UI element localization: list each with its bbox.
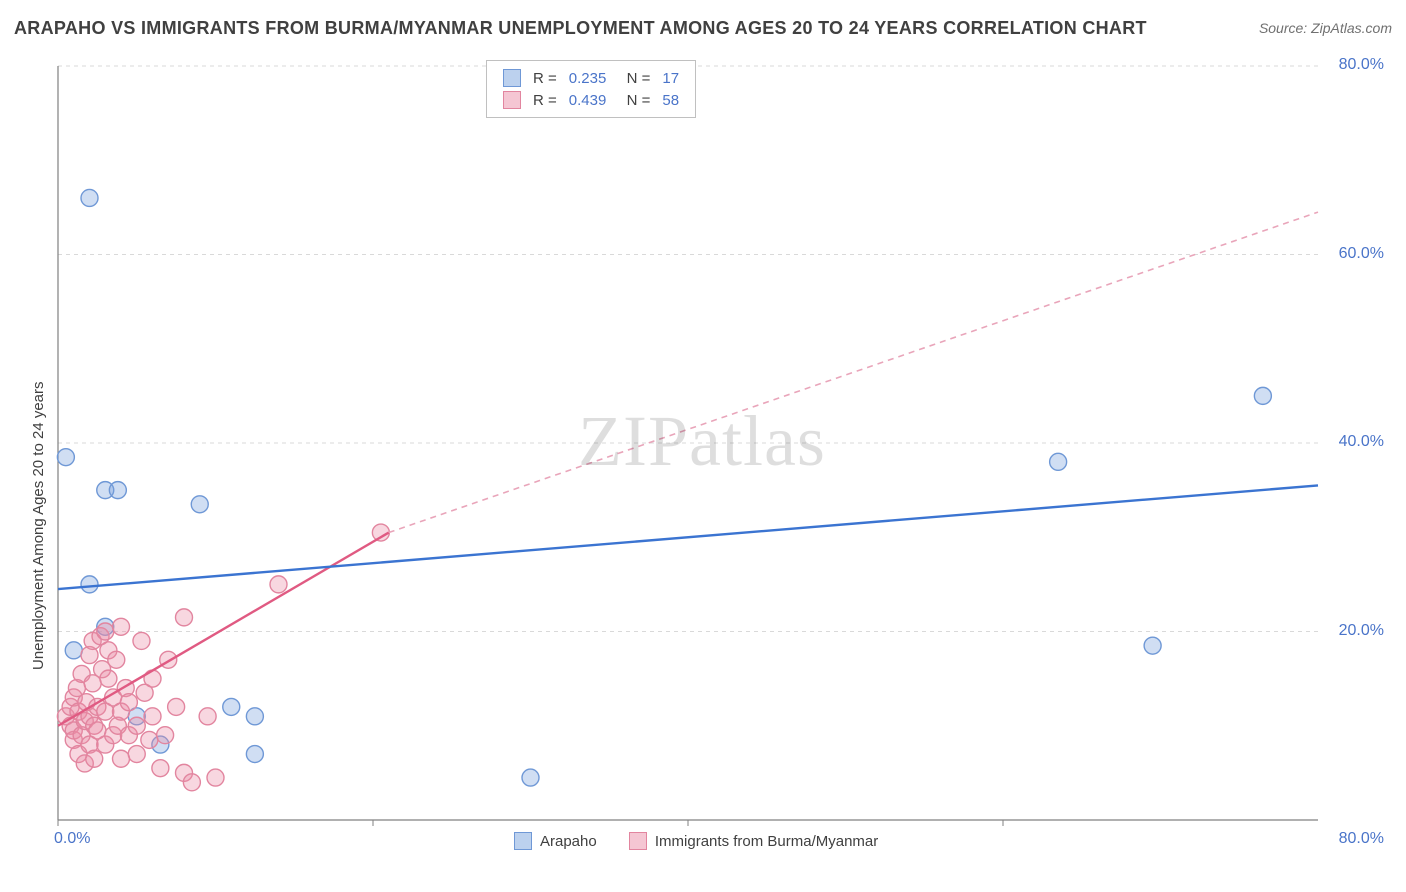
legend-stats-row: R = 0.439 N = 58	[497, 89, 685, 111]
legend-r-label: R =	[527, 89, 563, 111]
scatter-plot-svg	[48, 60, 1390, 860]
legend-n-value: 17	[656, 67, 685, 89]
legend-swatch-arapaho	[503, 69, 521, 87]
y-axis-label: Unemployment Among Ages 20 to 24 years	[30, 381, 47, 670]
y-tick-label: 60.0%	[1339, 245, 1384, 263]
chart-container: ARAPAHO VS IMMIGRANTS FROM BURMA/MYANMAR…	[0, 0, 1406, 892]
legend-stats: R = 0.235 N = 17 R = 0.439 N = 58	[486, 60, 696, 118]
y-tick-label: 20.0%	[1339, 622, 1384, 640]
legend-item-burma: Immigrants from Burma/Myanmar	[629, 832, 878, 850]
legend-swatch-burma	[629, 832, 647, 850]
x-tick-label: 0.0%	[54, 830, 90, 848]
legend-stats-row: R = 0.235 N = 17	[497, 67, 685, 89]
legend-swatch-arapaho	[514, 832, 532, 850]
legend-label: Immigrants from Burma/Myanmar	[655, 833, 878, 850]
y-tick-label: 80.0%	[1339, 56, 1384, 74]
legend-item-arapaho: Arapaho	[514, 832, 597, 850]
legend-r-value: 0.439	[563, 89, 613, 111]
legend-label: Arapaho	[540, 833, 597, 850]
y-tick-label: 40.0%	[1339, 433, 1384, 451]
plot-area: ZIPatlas 20.0%40.0%60.0%80.0%0.0%80.0%	[48, 60, 1390, 860]
legend-swatch-burma	[503, 91, 521, 109]
legend-r-value: 0.235	[563, 67, 613, 89]
legend-r-label: R =	[527, 67, 563, 89]
legend-n-label: N =	[612, 67, 656, 89]
legend-stats-table: R = 0.235 N = 17 R = 0.439 N = 58	[497, 67, 685, 111]
legend-n-label: N =	[612, 89, 656, 111]
source-label: Source: ZipAtlas.com	[1259, 20, 1392, 36]
chart-title: ARAPAHO VS IMMIGRANTS FROM BURMA/MYANMAR…	[14, 18, 1147, 39]
x-tick-label: 80.0%	[1339, 830, 1384, 848]
legend-n-value: 58	[656, 89, 685, 111]
legend-series: Arapaho Immigrants from Burma/Myanmar	[500, 832, 892, 854]
